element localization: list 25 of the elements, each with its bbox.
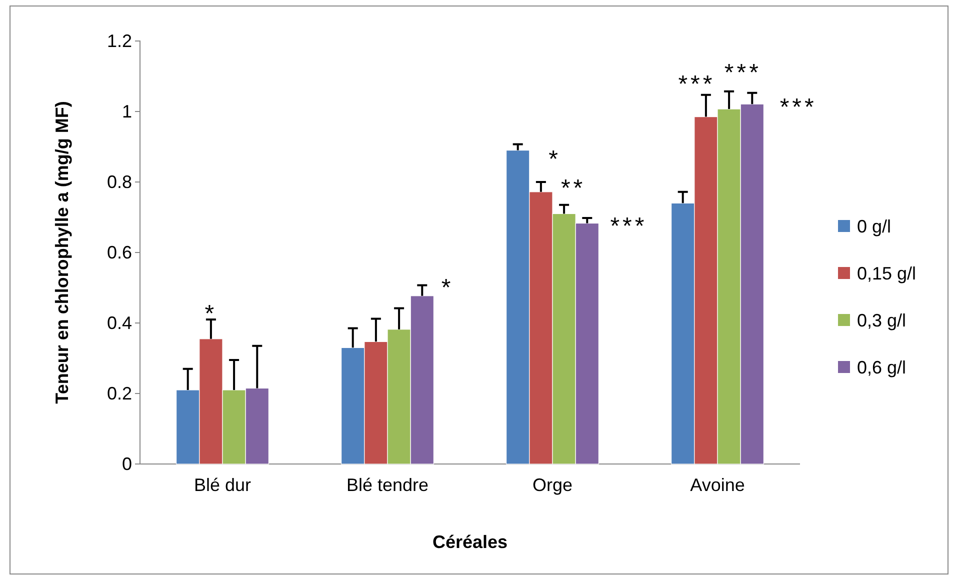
x-tick-label: Avoine [690,474,745,495]
legend-label: 0 g/l [857,216,892,236]
annotation: *** [724,60,762,87]
x-tick-label: Orge [532,474,573,495]
annotation: *** [678,71,716,98]
legend-label: 0,15 g/l [857,263,916,284]
annotation: * [204,300,218,328]
annotation: *** [780,94,817,122]
annotation: * [441,274,454,302]
y-tick-label: 0.4 [106,312,132,333]
y-tick-label: 0.2 [106,383,132,404]
y-tick-label: 0 [122,454,132,474]
y-tick-label: 0.6 [106,242,132,262]
x-axis-title: Céréales [432,532,508,552]
y-tick-label: 1 [122,101,132,122]
y-tick-label: 1.2 [106,30,132,51]
annotation: * [548,146,561,174]
legend-label: 0,3 g/l [857,310,906,330]
y-axis-title: Teneur en chlorophylle a (mg/g MF) [52,101,72,404]
annotation: ** [560,175,586,202]
annotation: *** [610,213,648,240]
legend-label: 0,6 g/l [857,357,906,378]
x-tick-label: Blé dur [194,474,252,495]
x-tick-label: Blé tendre [346,474,429,495]
y-tick-label: 0.8 [106,172,132,192]
